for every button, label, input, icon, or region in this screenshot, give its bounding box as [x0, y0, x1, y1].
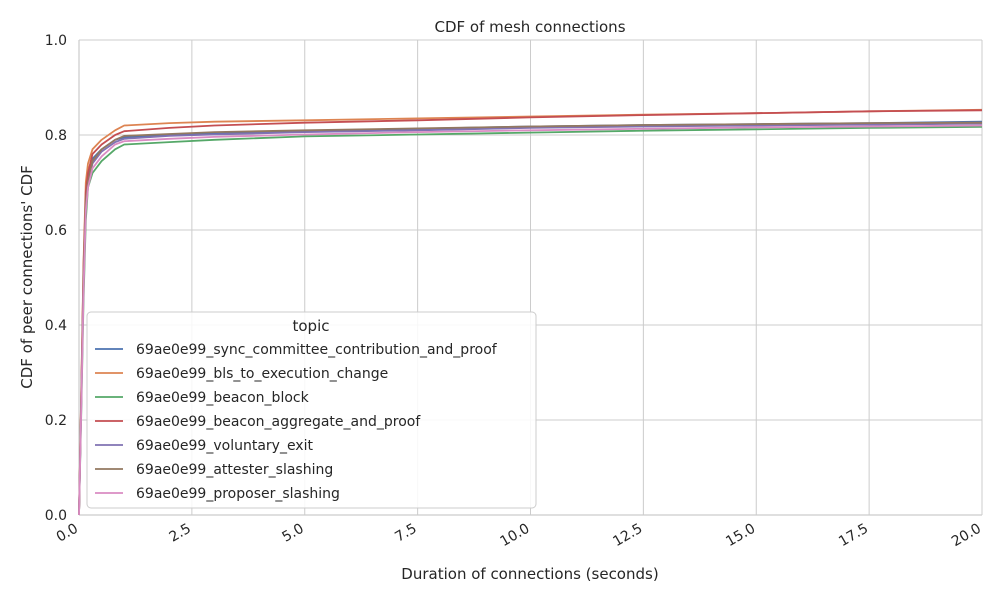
chart-title: CDF of mesh connections: [434, 18, 625, 36]
legend-label: 69ae0e99_attester_slashing: [136, 462, 333, 478]
legend-label: 69ae0e99_bls_to_execution_change: [136, 366, 388, 382]
legend-items: 69ae0e99_sync_committee_contribution_and…: [95, 342, 498, 502]
y-tick-label: 0.0: [45, 508, 67, 524]
legend-label: 69ae0e99_beacon_aggregate_and_proof: [136, 414, 421, 430]
y-tick-label: 0.2: [45, 413, 67, 429]
legend-label: 69ae0e99_sync_committee_contribution_and…: [136, 342, 498, 358]
y-tick-label: 0.4: [45, 318, 67, 334]
legend: topic 69ae0e99_sync_committee_contributi…: [86, 311, 537, 509]
legend-label: 69ae0e99_voluntary_exit: [136, 438, 313, 454]
axes: [78, 40, 982, 516]
legend-label: 69ae0e99_beacon_block: [136, 390, 310, 406]
legend-box: [86, 311, 537, 509]
y-tick-label: 0.8: [45, 128, 67, 144]
y-tick-label: 0.6: [45, 223, 67, 239]
series-lines: [78, 108, 983, 516]
legend-label: 69ae0e99_proposer_slashing: [136, 486, 340, 502]
legend-title: topic: [293, 317, 330, 335]
series-line-7: [78, 124, 983, 516]
x-axis-title: Duration of connections (seconds): [401, 565, 658, 583]
y-axis-title: CDF of peer connections' CDF: [18, 165, 36, 389]
y-tick-label: 1.0: [45, 33, 67, 49]
